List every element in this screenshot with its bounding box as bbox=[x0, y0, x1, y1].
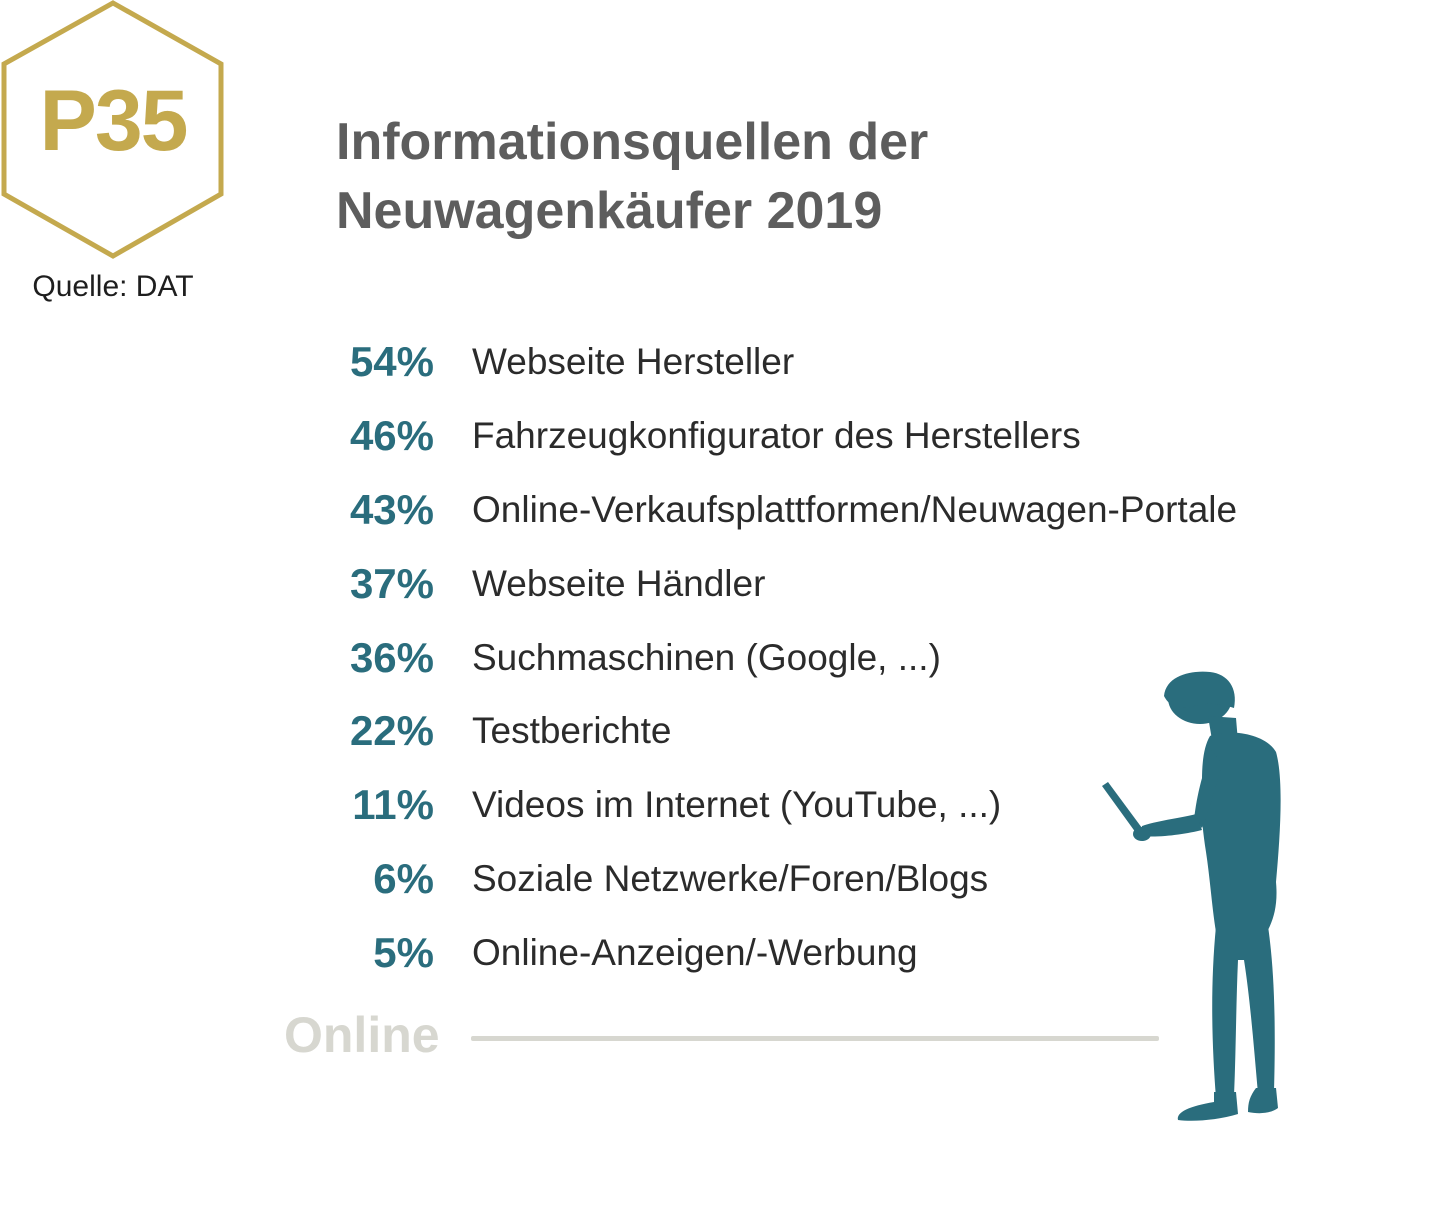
list-item: 46% Fahrzeugkonfigurator des Herstellers bbox=[300, 399, 1300, 473]
item-label: Videos im Internet (YouTube, ...) bbox=[472, 784, 1002, 826]
list-item: 11% Videos im Internet (YouTube, ...) bbox=[300, 768, 1300, 842]
item-label: Suchmaschinen (Google, ...) bbox=[472, 636, 941, 678]
item-percent: 46% bbox=[349, 411, 434, 459]
item-percent: 43% bbox=[349, 485, 434, 533]
list-item: 6% Soziale Netzwerke/Foren/Blogs bbox=[300, 842, 1300, 916]
item-label: Soziale Netzwerke/Foren/Blogs bbox=[472, 858, 989, 900]
source-label: Quelle: DAT bbox=[32, 270, 194, 303]
badge-code: P35 bbox=[39, 73, 188, 169]
list-item: 36% Suchmaschinen (Google, ...) bbox=[300, 621, 1300, 695]
source-list: 54% Webseite Hersteller 46% Fahrzeugkonf… bbox=[300, 325, 1300, 990]
item-percent: 6% bbox=[373, 855, 434, 903]
list-item: 54% Webseite Hersteller bbox=[300, 325, 1300, 399]
hexagon-badge: P35 bbox=[0, 0, 226, 260]
person-with-laptop-icon bbox=[1102, 671, 1281, 1121]
list-item: 22% Testberichte bbox=[300, 694, 1300, 768]
item-percent: 5% bbox=[373, 929, 434, 977]
title-line-2: Neuwagenkäufer 2019 bbox=[336, 182, 883, 240]
item-percent: 22% bbox=[349, 707, 434, 755]
item-label: Fahrzeugkonfigurator des Herstellers bbox=[472, 414, 1081, 456]
list-item: 43% Online-Verkaufsplattformen/Neuwagen-… bbox=[300, 473, 1300, 547]
section-label: Online bbox=[284, 1007, 440, 1063]
list-item: 5% Online-Anzeigen/-Werbung bbox=[300, 916, 1300, 990]
item-label: Webseite Händler bbox=[472, 562, 766, 604]
item-label: Testberichte bbox=[472, 710, 672, 752]
item-percent: 37% bbox=[349, 559, 434, 607]
item-label: Online-Anzeigen/-Werbung bbox=[472, 932, 918, 974]
page-title: Informationsquellen der Neuwagenkäufer 2… bbox=[336, 108, 1096, 246]
item-percent: 54% bbox=[349, 337, 434, 385]
item-label: Webseite Hersteller bbox=[472, 340, 795, 382]
hexagon-outline bbox=[1, 0, 224, 259]
list-item: 37% Webseite Händler bbox=[300, 547, 1300, 621]
title-line-1: Informationsquellen der bbox=[336, 113, 929, 171]
item-label: Online-Verkaufsplattformen/Neuwagen-Port… bbox=[472, 488, 1238, 530]
item-percent: 36% bbox=[349, 633, 434, 681]
item-percent: 11% bbox=[352, 781, 434, 829]
section-divider bbox=[471, 1036, 1159, 1041]
